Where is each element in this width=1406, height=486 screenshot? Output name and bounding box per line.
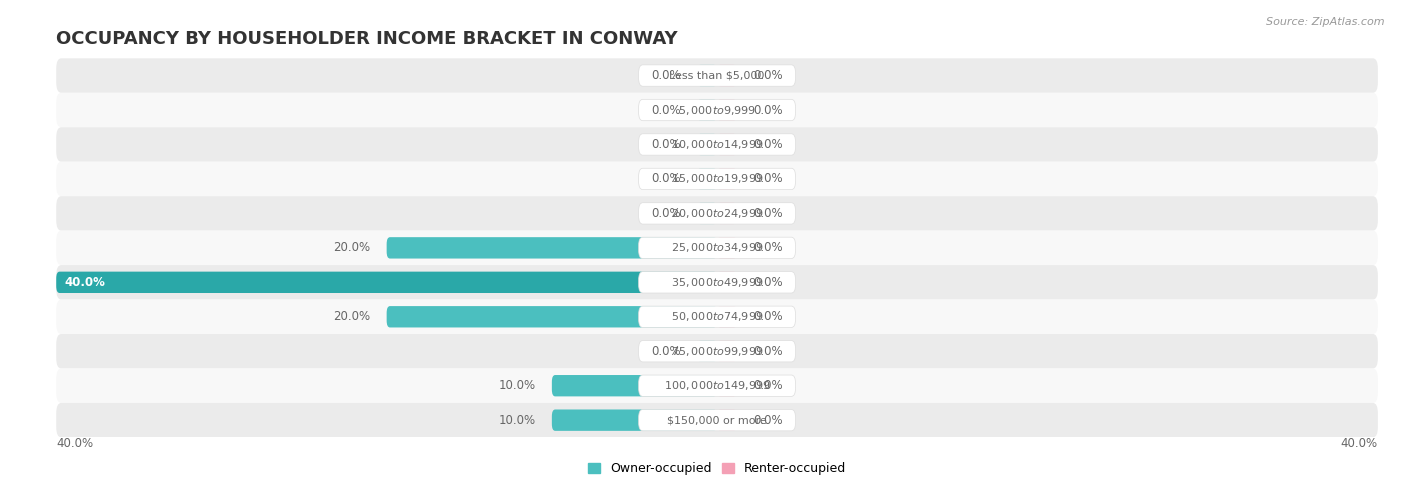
FancyBboxPatch shape [717,203,737,224]
Text: 0.0%: 0.0% [651,104,681,117]
FancyBboxPatch shape [638,168,796,190]
FancyBboxPatch shape [387,237,717,259]
FancyBboxPatch shape [697,134,717,155]
Text: Less than $5,000: Less than $5,000 [669,70,765,81]
Text: $25,000 to $34,999: $25,000 to $34,999 [671,242,763,254]
Text: $35,000 to $49,999: $35,000 to $49,999 [671,276,763,289]
Text: 0.0%: 0.0% [651,345,681,358]
Text: 0.0%: 0.0% [754,345,783,358]
Text: 40.0%: 40.0% [65,276,105,289]
Text: $100,000 to $149,999: $100,000 to $149,999 [664,379,770,392]
Text: 0.0%: 0.0% [651,69,681,82]
Text: $20,000 to $24,999: $20,000 to $24,999 [671,207,763,220]
FancyBboxPatch shape [717,272,737,293]
Text: 10.0%: 10.0% [498,379,536,392]
FancyBboxPatch shape [387,306,717,328]
FancyBboxPatch shape [697,168,717,190]
FancyBboxPatch shape [717,134,737,155]
FancyBboxPatch shape [638,306,796,328]
Text: $75,000 to $99,999: $75,000 to $99,999 [671,345,763,358]
FancyBboxPatch shape [697,341,717,362]
FancyBboxPatch shape [638,272,796,293]
FancyBboxPatch shape [717,237,737,259]
Text: 0.0%: 0.0% [754,138,783,151]
Text: $10,000 to $14,999: $10,000 to $14,999 [671,138,763,151]
Text: OCCUPANCY BY HOUSEHOLDER INCOME BRACKET IN CONWAY: OCCUPANCY BY HOUSEHOLDER INCOME BRACKET … [56,31,678,49]
FancyBboxPatch shape [638,65,796,86]
FancyBboxPatch shape [638,134,796,155]
Text: 10.0%: 10.0% [498,414,536,427]
FancyBboxPatch shape [56,265,1378,299]
FancyBboxPatch shape [56,368,1378,403]
FancyBboxPatch shape [56,403,1378,437]
Text: Source: ZipAtlas.com: Source: ZipAtlas.com [1267,17,1385,27]
FancyBboxPatch shape [56,334,1378,368]
FancyBboxPatch shape [638,375,796,397]
Text: 20.0%: 20.0% [333,310,370,323]
FancyBboxPatch shape [56,272,717,293]
FancyBboxPatch shape [638,341,796,362]
Text: 0.0%: 0.0% [754,310,783,323]
FancyBboxPatch shape [56,231,1378,265]
Text: 0.0%: 0.0% [651,207,681,220]
Text: 0.0%: 0.0% [754,173,783,186]
FancyBboxPatch shape [56,196,1378,231]
FancyBboxPatch shape [638,203,796,224]
FancyBboxPatch shape [638,237,796,259]
Text: 40.0%: 40.0% [1341,437,1378,451]
FancyBboxPatch shape [638,410,796,431]
FancyBboxPatch shape [717,168,737,190]
Text: $50,000 to $74,999: $50,000 to $74,999 [671,310,763,323]
Text: 0.0%: 0.0% [754,379,783,392]
Text: $5,000 to $9,999: $5,000 to $9,999 [678,104,756,117]
FancyBboxPatch shape [717,306,737,328]
FancyBboxPatch shape [697,203,717,224]
Text: $15,000 to $19,999: $15,000 to $19,999 [671,173,763,186]
Text: 0.0%: 0.0% [754,242,783,254]
FancyBboxPatch shape [697,65,717,86]
Text: 40.0%: 40.0% [56,437,93,451]
FancyBboxPatch shape [56,93,1378,127]
FancyBboxPatch shape [551,410,717,431]
Text: 0.0%: 0.0% [651,138,681,151]
Text: 20.0%: 20.0% [333,242,370,254]
Text: 0.0%: 0.0% [651,173,681,186]
Text: 0.0%: 0.0% [754,414,783,427]
Text: $150,000 or more: $150,000 or more [668,415,766,425]
Text: 0.0%: 0.0% [754,207,783,220]
Text: 0.0%: 0.0% [754,104,783,117]
FancyBboxPatch shape [56,162,1378,196]
FancyBboxPatch shape [551,375,717,397]
FancyBboxPatch shape [697,99,717,121]
FancyBboxPatch shape [638,99,796,121]
FancyBboxPatch shape [717,375,737,397]
FancyBboxPatch shape [717,99,737,121]
Text: 0.0%: 0.0% [754,69,783,82]
Text: 0.0%: 0.0% [754,276,783,289]
FancyBboxPatch shape [717,341,737,362]
Legend: Owner-occupied, Renter-occupied: Owner-occupied, Renter-occupied [582,457,852,481]
FancyBboxPatch shape [56,58,1378,93]
FancyBboxPatch shape [717,65,737,86]
FancyBboxPatch shape [56,127,1378,162]
FancyBboxPatch shape [717,410,737,431]
FancyBboxPatch shape [56,299,1378,334]
